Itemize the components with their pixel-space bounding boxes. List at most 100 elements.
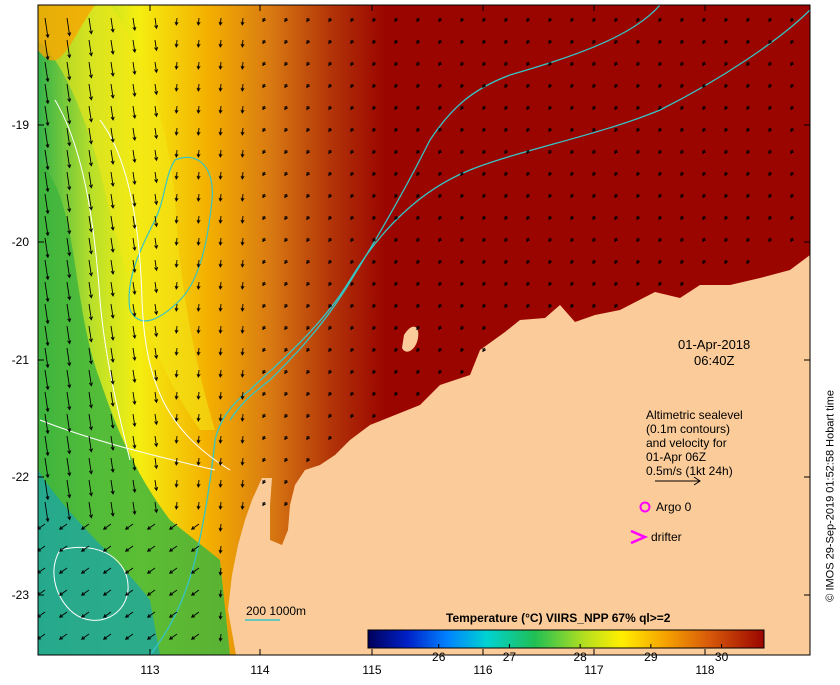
velocity-arrow bbox=[132, 413, 137, 428]
velocity-arrow bbox=[504, 215, 509, 221]
velocity-arrow bbox=[132, 281, 137, 296]
velocity-arrow bbox=[416, 105, 421, 111]
velocity-arrow bbox=[240, 215, 245, 224]
velocity-arrow bbox=[438, 347, 443, 353]
velocity-arrow bbox=[88, 193, 93, 211]
velocity-arrow bbox=[570, 303, 575, 309]
velocity-arrow bbox=[394, 215, 399, 221]
velocity-arrow bbox=[44, 501, 50, 523]
velocity-arrow bbox=[548, 17, 553, 23]
velocity-arrow bbox=[460, 303, 465, 309]
velocity-arrow bbox=[306, 413, 311, 419]
velocity-arrow bbox=[482, 325, 487, 331]
velocity-arrow bbox=[132, 457, 137, 472]
velocity-arrow bbox=[240, 61, 245, 70]
velocity-arrow bbox=[218, 259, 223, 268]
velocity-arrow bbox=[154, 237, 159, 250]
velocity-arrow bbox=[240, 325, 245, 334]
isobath-200m bbox=[229, 5, 661, 421]
velocity-arrow bbox=[460, 149, 465, 155]
velocity-arrow bbox=[240, 457, 245, 466]
velocity-arrow bbox=[416, 17, 421, 23]
velocity-arrow bbox=[284, 303, 289, 309]
velocity-arrow bbox=[548, 61, 553, 67]
velocity-arrow bbox=[328, 435, 333, 441]
velocity-arrow bbox=[88, 479, 93, 497]
velocity-arrow bbox=[482, 303, 487, 309]
velocity-arrow bbox=[174, 303, 179, 312]
velocity-arrow bbox=[768, 171, 773, 177]
velocity-arrow bbox=[372, 391, 377, 397]
velocity-arrow bbox=[724, 149, 729, 155]
velocity-arrow bbox=[196, 127, 201, 136]
velocity-arrow bbox=[746, 237, 751, 243]
velocity-arrow bbox=[218, 369, 223, 378]
velocity-arrow bbox=[88, 303, 93, 321]
legend-line-3: and velocity for bbox=[646, 436, 727, 450]
velocity-arrow bbox=[88, 435, 93, 453]
velocity-arrow bbox=[306, 149, 311, 155]
velocity-arrow bbox=[372, 303, 377, 309]
velocity-arrow bbox=[196, 435, 201, 444]
velocity-arrow bbox=[416, 193, 421, 199]
velocity-arrow bbox=[548, 83, 553, 89]
velocity-arrow bbox=[110, 105, 115, 121]
velocity-arrow bbox=[372, 237, 377, 243]
velocity-arrow bbox=[58, 523, 68, 530]
velocity-arrow bbox=[570, 39, 575, 45]
velocity-arrow bbox=[768, 149, 773, 155]
velocity-arrow bbox=[44, 215, 50, 237]
velocity-arrow bbox=[174, 325, 179, 334]
velocity-arrow bbox=[154, 325, 159, 338]
velocity-arrow bbox=[44, 259, 50, 281]
island bbox=[402, 326, 419, 352]
velocity-arrow bbox=[614, 303, 619, 309]
velocity-arrow bbox=[658, 259, 663, 265]
velocity-arrow bbox=[482, 39, 487, 45]
velocity-arrow bbox=[306, 347, 311, 353]
velocity-arrow bbox=[218, 413, 223, 422]
velocity-arrow bbox=[66, 369, 72, 389]
velocity-arrow bbox=[702, 83, 707, 89]
velocity-arrow bbox=[372, 171, 377, 177]
velocity-arrow bbox=[218, 479, 223, 488]
velocity-arrow bbox=[394, 105, 399, 111]
velocity-arrow bbox=[746, 193, 751, 199]
map-time: 06:40Z bbox=[694, 353, 735, 368]
velocity-arrow bbox=[526, 149, 531, 155]
velocity-arrow bbox=[350, 127, 355, 133]
velocity-arrow bbox=[196, 391, 201, 400]
velocity-arrow bbox=[416, 215, 421, 221]
velocity-arrow bbox=[592, 281, 597, 287]
velocity-arrow bbox=[174, 215, 179, 224]
velocity-arrow bbox=[768, 105, 773, 111]
velocity-arrow bbox=[306, 17, 311, 23]
velocity-arrow bbox=[724, 215, 729, 221]
velocity-arrow bbox=[746, 39, 751, 45]
velocity-arrow bbox=[702, 259, 707, 265]
velocity-arrow bbox=[240, 149, 245, 158]
velocity-arrow bbox=[132, 83, 137, 98]
velocity-arrow bbox=[284, 105, 289, 111]
velocity-arrow bbox=[416, 237, 421, 243]
velocity-arrow bbox=[504, 149, 509, 155]
velocity-arrow bbox=[44, 391, 50, 413]
velocity-arrow bbox=[724, 39, 729, 45]
velocity-arrow bbox=[262, 391, 267, 397]
velocity-arrow bbox=[438, 325, 443, 331]
velocity-arrow bbox=[240, 369, 245, 378]
velocity-arrow bbox=[284, 237, 289, 243]
colorbar-tick-label: 29 bbox=[644, 650, 658, 664]
velocity-arrow bbox=[110, 501, 115, 517]
velocity-arrow bbox=[284, 347, 289, 353]
velocity-arrow bbox=[460, 171, 465, 177]
colorbar-tick-label: 28 bbox=[573, 650, 587, 664]
velocity-arrow bbox=[394, 259, 399, 265]
velocity-arrow bbox=[240, 105, 245, 114]
velocity-arrow bbox=[154, 369, 159, 382]
velocity-arrow bbox=[724, 127, 729, 133]
legend-line-2: (0.1m contours) bbox=[646, 422, 731, 436]
velocity-arrow bbox=[262, 193, 267, 199]
velocity-arrow bbox=[790, 237, 795, 243]
velocity-arrow bbox=[88, 105, 93, 123]
